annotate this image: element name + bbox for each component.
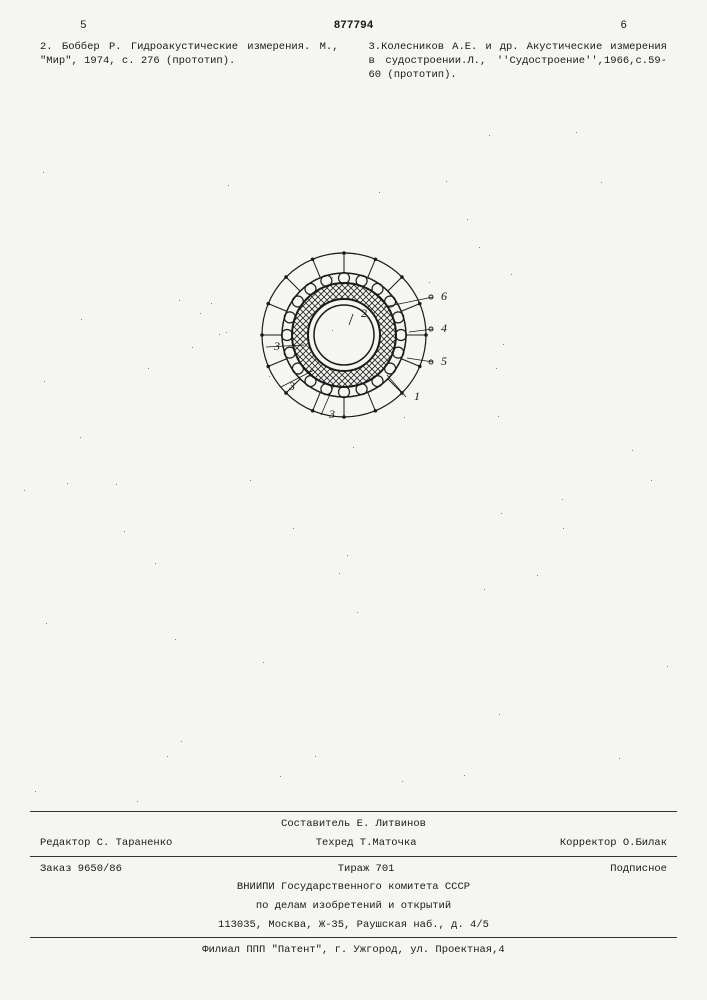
svg-text:5: 5 xyxy=(441,354,447,368)
scan-noise xyxy=(293,528,294,529)
scan-noise xyxy=(219,334,220,335)
scan-noise xyxy=(347,555,348,556)
org-line2: по делам изобретений и открытий xyxy=(30,897,677,916)
scan-noise xyxy=(67,483,68,484)
scan-noise xyxy=(226,332,227,333)
scan-noise xyxy=(43,172,44,173)
scan-noise xyxy=(280,776,281,777)
footer-block: Составитель Е. Литвинов Редактор С. Тара… xyxy=(30,808,677,960)
scan-noise xyxy=(496,368,497,369)
scan-noise xyxy=(563,528,564,529)
scan-noise xyxy=(667,666,668,667)
scan-noise xyxy=(137,801,138,802)
scan-noise xyxy=(315,756,316,757)
scan-noise xyxy=(181,741,182,742)
scan-noise xyxy=(46,623,47,624)
scan-noise xyxy=(179,300,180,301)
scan-noise xyxy=(632,450,633,451)
scan-noise xyxy=(402,781,403,782)
scan-noise xyxy=(263,662,264,663)
scan-noise xyxy=(511,274,512,275)
scan-noise xyxy=(155,563,156,564)
compiler: Составитель Е. Литвинов xyxy=(30,815,677,834)
scan-noise xyxy=(357,612,358,613)
scan-noise xyxy=(467,219,468,220)
scan-noise xyxy=(576,132,577,133)
order-number: Заказ 9650/86 xyxy=(40,862,122,877)
svg-text:3: 3 xyxy=(288,379,295,393)
scan-noise xyxy=(24,490,25,491)
scan-noise xyxy=(499,714,500,715)
scan-noise xyxy=(81,319,82,320)
scan-noise xyxy=(211,303,212,304)
reference-left: 2. Боббер Р. Гидроакустические измерения… xyxy=(30,40,339,83)
reference-columns: 2. Боббер Р. Гидроакустические измерения… xyxy=(30,40,677,83)
scan-noise xyxy=(537,575,538,576)
scan-noise xyxy=(479,247,480,248)
svg-text:3: 3 xyxy=(328,407,335,421)
scan-noise xyxy=(484,589,485,590)
svg-text:3: 3 xyxy=(273,339,280,353)
page-num-left: 5 xyxy=(80,20,87,32)
scan-noise xyxy=(175,639,176,640)
tirazh: Тираж 701 xyxy=(338,862,395,877)
branch-address: Филиал ППП "Патент", г. Ужгород, ул. Про… xyxy=(30,941,677,960)
svg-text:2: 2 xyxy=(361,306,367,320)
org-line1: ВНИИПИ Государственного комитета СССР xyxy=(30,878,677,897)
scan-noise xyxy=(44,381,45,382)
scan-noise xyxy=(116,484,117,485)
scan-noise xyxy=(501,513,502,514)
scan-noise xyxy=(619,758,620,759)
scan-noise xyxy=(464,775,465,776)
scan-noise xyxy=(339,573,340,574)
corrector: Корректор О.Билак xyxy=(560,836,667,851)
page-num-right: 6 xyxy=(620,20,627,32)
scan-noise xyxy=(148,368,149,369)
scan-noise xyxy=(228,185,229,186)
scan-noise xyxy=(250,480,251,481)
svg-text:1: 1 xyxy=(414,389,420,403)
header-row: 5 877794 6 xyxy=(30,20,677,32)
tech-editor: Техред Т.Маточка xyxy=(316,836,417,851)
diagram-svg: 6 4 2 5 1 3 3 3 xyxy=(249,240,459,440)
scan-noise xyxy=(167,756,168,757)
scan-noise xyxy=(651,480,652,481)
scan-noise xyxy=(192,347,193,348)
scan-noise xyxy=(498,416,499,417)
scan-noise xyxy=(503,344,504,345)
patent-number: 877794 xyxy=(334,20,374,32)
scan-noise xyxy=(601,182,602,183)
scan-noise xyxy=(124,531,125,532)
editor: Редактор С. Тараненко xyxy=(40,836,172,851)
scan-noise xyxy=(35,791,36,792)
technical-diagram: 6 4 2 5 1 3 3 3 xyxy=(249,240,459,444)
svg-text:4: 4 xyxy=(441,321,447,335)
scan-noise xyxy=(562,499,563,500)
scan-noise xyxy=(80,437,81,438)
scan-noise xyxy=(353,447,354,448)
org-address: 113035, Москва, Ж-35, Раушская наб., д. … xyxy=(30,916,677,935)
scan-noise xyxy=(489,135,490,136)
podpisnoe: Подписное xyxy=(610,862,667,877)
scan-noise xyxy=(446,181,447,182)
svg-text:6: 6 xyxy=(441,289,447,303)
scan-noise xyxy=(200,313,201,314)
scan-noise xyxy=(379,192,380,193)
reference-right: 3.Колесников А.Е. и др. Акустические изм… xyxy=(369,40,678,83)
